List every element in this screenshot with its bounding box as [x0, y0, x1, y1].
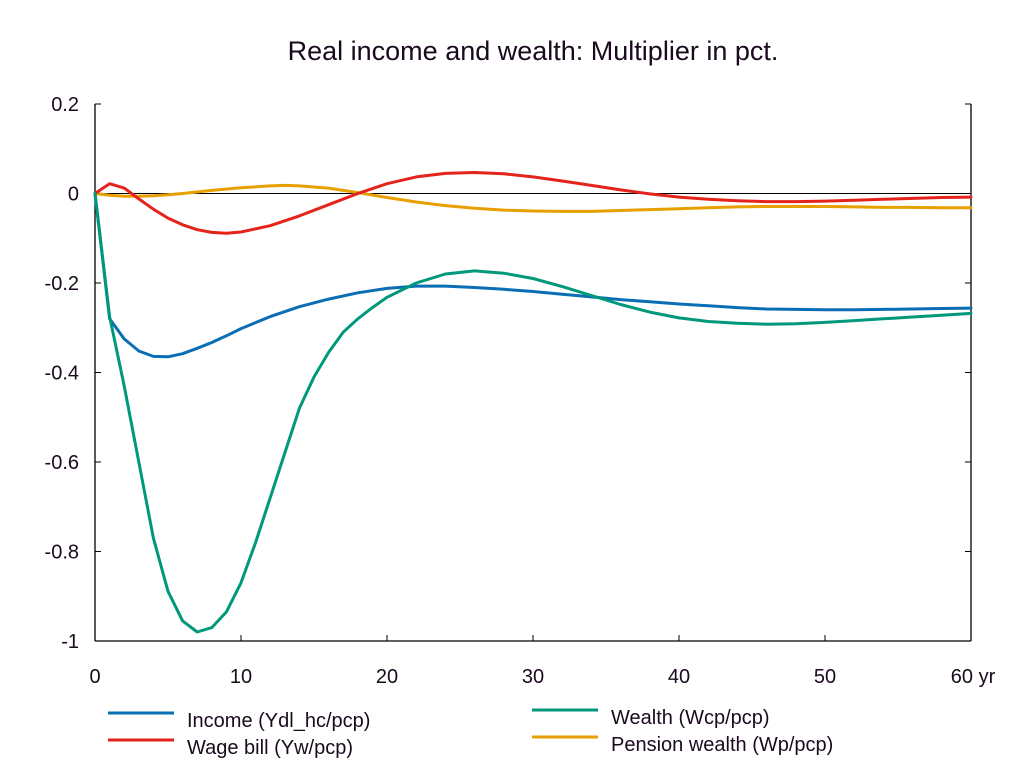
- chart-title: Real income and wealth: Multiplier in pc…: [288, 36, 779, 66]
- series-line-1: [93, 171, 973, 235]
- legend-label: Pension wealth (Wp/pcp): [611, 734, 833, 756]
- x-tick-labels: 0 10 20 30 40 50 60 yr: [89, 666, 995, 688]
- x-tick-label: 60 yr: [951, 666, 996, 688]
- x-tick-label: 30: [522, 666, 544, 688]
- y-tick-labels: 0.2 0 -0.2 -0.4 -0.6 -0.8 -1: [45, 94, 79, 653]
- y-tick-label: -1: [61, 631, 79, 653]
- legend-label: Wealth (Wcp/pcp): [611, 707, 770, 729]
- legend-label: Income (Ydl_hc/pcp): [187, 710, 370, 732]
- x-tick-label: 0: [89, 666, 100, 688]
- series-line-0: [93, 192, 973, 359]
- axes: [94, 103, 972, 642]
- y-tick-label: -0.4: [45, 363, 79, 385]
- y-tick-label: -0.8: [45, 542, 79, 564]
- x-tick-label: 20: [376, 666, 398, 688]
- y-tick-label: -0.2: [45, 273, 79, 295]
- legend-item: Wealth (Wcp/pcp): [532, 707, 770, 729]
- y-tick-label: 0.2: [51, 94, 79, 116]
- legend-label: Wage bill (Yw/pcp): [187, 737, 353, 759]
- y-tick-label: 0: [68, 184, 79, 206]
- legend-item: Pension wealth (Wp/pcp): [532, 734, 833, 756]
- series-lines: [93, 171, 973, 634]
- series-line-2: [93, 192, 973, 634]
- x-tick-label: 40: [668, 666, 690, 688]
- y-tick-label: -0.6: [45, 452, 79, 474]
- x-tick-label: 10: [230, 666, 252, 688]
- series-line-3: [93, 183, 973, 213]
- legend: Income (Ydl_hc/pcp) Wage bill (Yw/pcp) Wea…: [108, 707, 833, 759]
- legend-item: Income (Ydl_hc/pcp): [108, 710, 370, 732]
- x-tick-label: 50: [814, 666, 836, 688]
- legend-item: Wage bill (Yw/pcp): [108, 737, 353, 759]
